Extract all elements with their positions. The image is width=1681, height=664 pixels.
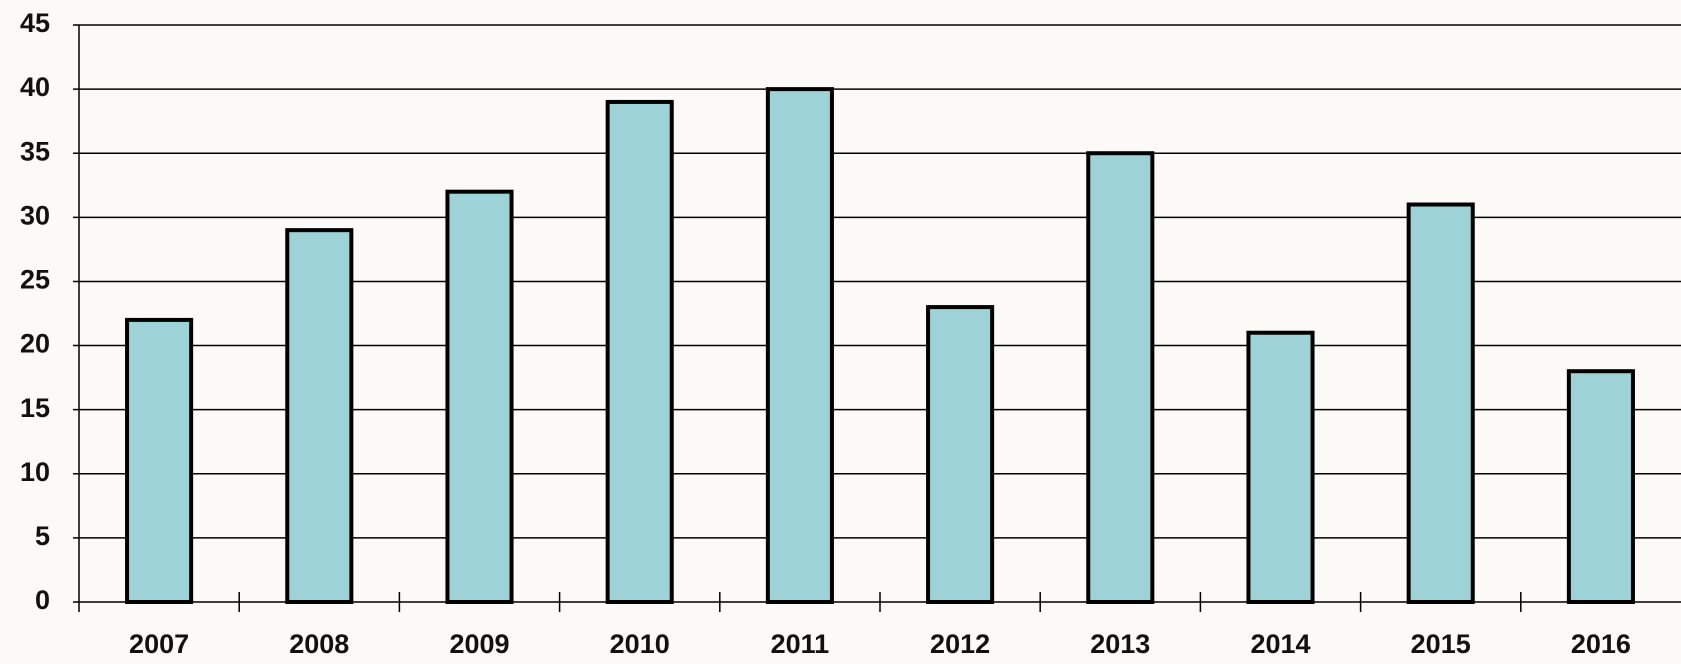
- bar: [285, 228, 354, 604]
- x-tick-label: 2011: [771, 629, 830, 659]
- x-tick-label: 2014: [1250, 629, 1310, 659]
- x-tick-label: 2015: [1411, 629, 1471, 659]
- y-tick-label: 40: [20, 72, 50, 102]
- bar: [605, 99, 674, 605]
- y-tick-label: 25: [20, 265, 50, 295]
- y-tick-label: 35: [20, 136, 50, 166]
- bar: [125, 317, 194, 604]
- y-tick-label: 15: [20, 393, 50, 423]
- bar: [1086, 151, 1155, 604]
- y-tick-label: 30: [20, 200, 50, 230]
- y-tick-label: 5: [35, 521, 50, 551]
- x-tick-label: 2009: [449, 629, 509, 659]
- y-tick-label: 45: [20, 8, 50, 38]
- x-tick-label: 2010: [610, 629, 670, 659]
- bar: [765, 87, 834, 605]
- bar: [1406, 202, 1475, 604]
- y-tick-label: 0: [35, 585, 50, 615]
- bar: [926, 305, 995, 604]
- bar: [1566, 369, 1635, 605]
- x-tick-label: 2007: [129, 629, 189, 659]
- x-tick-label: 2012: [930, 629, 990, 659]
- bar: [1246, 330, 1315, 604]
- x-tick-label: 2013: [1090, 629, 1150, 659]
- x-tick-label: 2016: [1571, 629, 1631, 659]
- y-tick-label: 10: [20, 457, 50, 487]
- x-tick-label: 2008: [289, 629, 349, 659]
- bar: [445, 189, 514, 604]
- y-tick-label: 20: [20, 329, 50, 359]
